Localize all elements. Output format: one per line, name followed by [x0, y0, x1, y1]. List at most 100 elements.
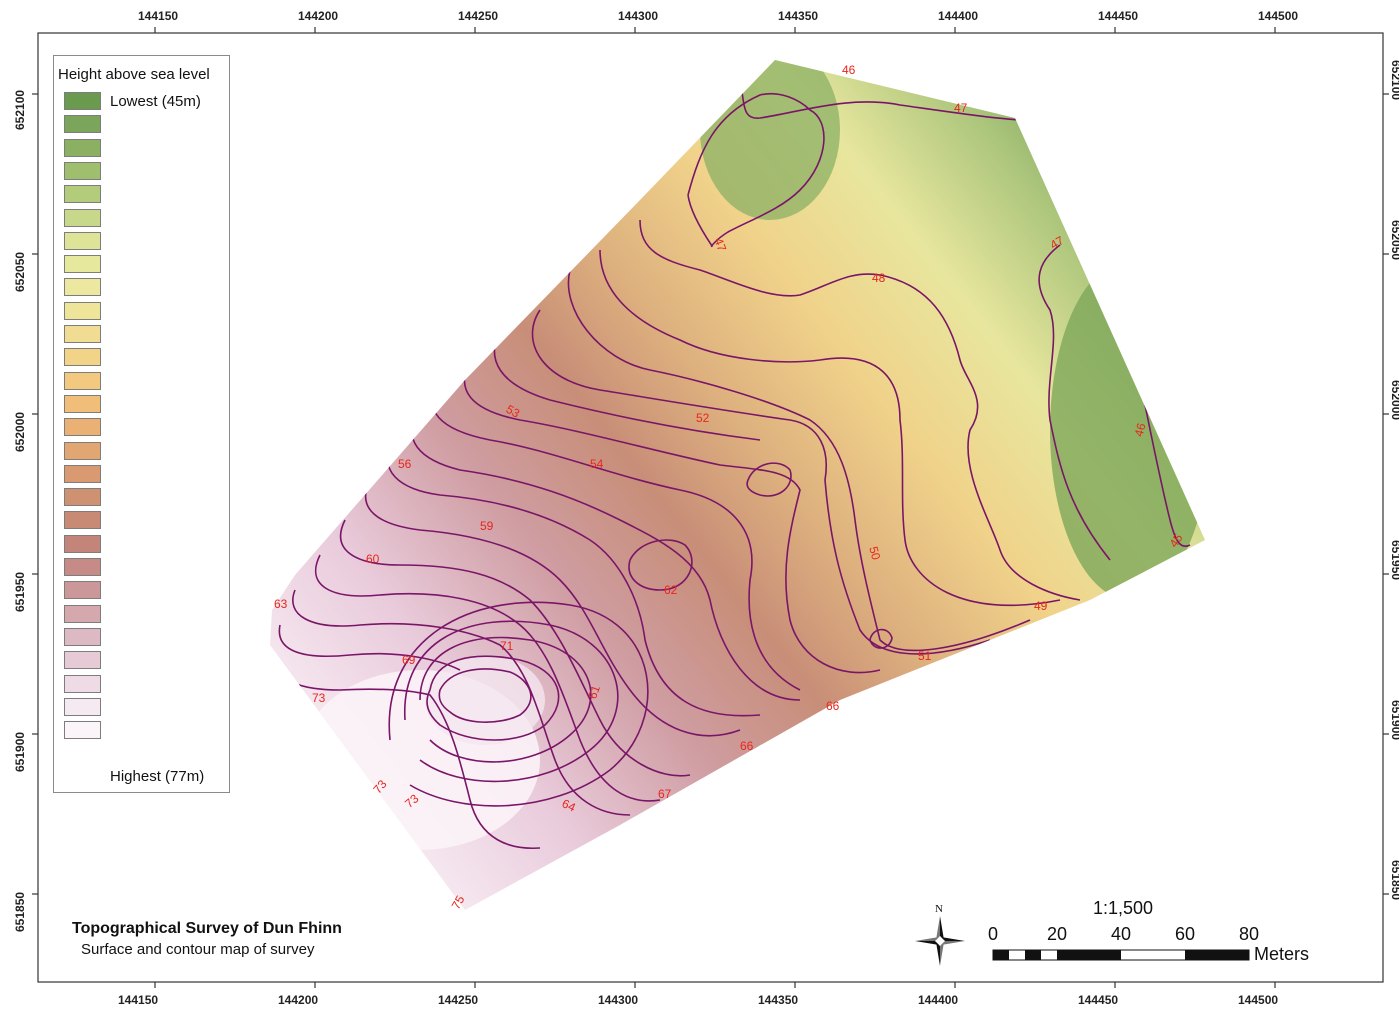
left-axis-labels: 652100 652050 652000 651950 651900 65185… — [13, 90, 27, 932]
contour-label: 49 — [1034, 599, 1048, 613]
contour-label: 61 — [585, 683, 603, 701]
legend-swatch — [64, 581, 101, 600]
x-tick-label: 144500 — [1258, 9, 1298, 23]
contour-label: 63 — [274, 597, 288, 611]
legend-swatch — [64, 534, 101, 553]
y-tick-label: 651950 — [13, 572, 27, 612]
contour-label: 46 — [1132, 421, 1149, 438]
legend-swatch — [64, 441, 101, 460]
right-axis-labels: 652100 652050 652000 651950 651900 65185… — [1389, 60, 1399, 900]
contour-label: 64 — [560, 796, 578, 814]
scale-bar — [992, 949, 1250, 961]
legend-swatch — [64, 325, 101, 343]
contour-label: 53 — [504, 402, 523, 421]
north-arrow-icon: N — [915, 903, 965, 966]
contour-label: 69 — [402, 653, 416, 667]
legend-swatch — [64, 418, 101, 437]
scale-number: 40 — [1110, 924, 1132, 944]
legend-swatch — [64, 92, 101, 110]
map-title: Topographical Survey of Dun Fhinn — [72, 920, 342, 937]
surface-area — [270, 60, 1205, 910]
y-tick-label: 651950 — [1389, 540, 1399, 580]
x-tick-label: 144250 — [458, 9, 498, 23]
y-tick-label: 652050 — [13, 252, 27, 292]
y-tick-label: 651900 — [13, 732, 27, 772]
scale-number: 80 — [1238, 924, 1260, 944]
legend-swatch — [64, 604, 101, 623]
scale-number: 0 — [987, 924, 999, 944]
y-tick-label: 652000 — [13, 412, 27, 452]
contour-label: 47 — [711, 236, 729, 254]
x-tick-label: 144400 — [918, 993, 958, 1007]
legend-swatch — [64, 208, 101, 227]
contour-label: 51 — [918, 649, 932, 663]
y-tick-label: 651850 — [13, 892, 27, 932]
legend-swatch — [64, 185, 101, 204]
legend-swatch — [64, 255, 101, 274]
y-tick-label: 652100 — [1389, 60, 1399, 100]
contour-label: 56 — [398, 457, 412, 471]
legend-swatch — [64, 651, 101, 670]
y-tick-label: 652000 — [1389, 380, 1399, 420]
legend-swatch — [64, 674, 101, 693]
x-tick-label: 144450 — [1098, 9, 1138, 23]
map-frame — [37, 32, 1384, 983]
x-tick-label: 144300 — [618, 9, 658, 23]
legend-swatch — [64, 511, 101, 530]
contour-label: 54 — [590, 457, 604, 471]
x-tick-label: 144350 — [778, 9, 818, 23]
x-tick-label: 144150 — [118, 993, 158, 1007]
legend-swatch — [64, 138, 101, 157]
axis-ticks — [32, 27, 1389, 988]
contour-label: 60 — [366, 552, 380, 566]
scale-number: 60 — [1174, 924, 1196, 944]
x-tick-label: 144150 — [138, 9, 178, 23]
x-tick-label: 144300 — [598, 993, 638, 1007]
map-subtitle: Surface and contour map of survey — [81, 941, 315, 958]
legend: Height above sea level Lowest (45m) High… — [53, 55, 230, 793]
y-tick-label: 651900 — [1389, 700, 1399, 740]
legend-swatch — [64, 231, 101, 250]
legend-swatch — [64, 697, 101, 716]
x-tick-label: 144250 — [438, 993, 478, 1007]
contour-label: 47 — [954, 101, 968, 115]
x-tick-label: 144350 — [758, 993, 798, 1007]
contour-label: 73 — [312, 691, 326, 705]
contour-label: 75 — [449, 893, 468, 912]
contour-label: 59 — [480, 519, 494, 533]
contour-label: 67 — [658, 787, 672, 801]
legend-swatch — [64, 627, 101, 646]
legend-swatch — [64, 278, 101, 297]
scale-number: 20 — [1046, 924, 1068, 944]
legend-title: Height above sea level — [58, 66, 210, 83]
contour-label: 52 — [696, 411, 710, 425]
legend-swatch — [64, 371, 101, 390]
contour-label: 46 — [842, 63, 856, 77]
contour-label: 48 — [872, 271, 886, 285]
contour-label: 62 — [664, 583, 678, 597]
legend-highest-label: Highest (77m) — [110, 768, 205, 785]
contour-label: 71 — [500, 639, 514, 653]
top-axis-labels: 144150 144200 144250 144300 144350 14440… — [138, 9, 1298, 23]
contour-label: 47 — [1048, 233, 1067, 252]
legend-swatch — [64, 394, 101, 413]
legend-swatch — [64, 348, 101, 367]
scale-ratio: 1:1,500 — [1093, 898, 1154, 918]
scale-unit: Meters — [1254, 944, 1310, 964]
y-tick-label: 652100 — [13, 90, 27, 130]
x-tick-label: 144450 — [1078, 993, 1118, 1007]
y-tick-label: 651850 — [1389, 860, 1399, 900]
y-tick-label: 652050 — [1389, 220, 1399, 260]
legend-swatch — [64, 301, 101, 320]
x-tick-label: 144500 — [1238, 993, 1278, 1007]
legend-lowest-label: Lowest (45m) — [110, 93, 201, 110]
bottom-axis-labels: 144150 144200 144250 144300 144350 14440… — [118, 993, 1278, 1007]
legend-swatch — [64, 464, 101, 483]
legend-swatch — [64, 721, 101, 740]
contour-label: 50 — [866, 545, 883, 562]
legend-swatch — [64, 115, 101, 134]
contour-lines — [274, 79, 1191, 850]
x-tick-label: 144200 — [298, 9, 338, 23]
x-tick-label: 144400 — [938, 9, 978, 23]
